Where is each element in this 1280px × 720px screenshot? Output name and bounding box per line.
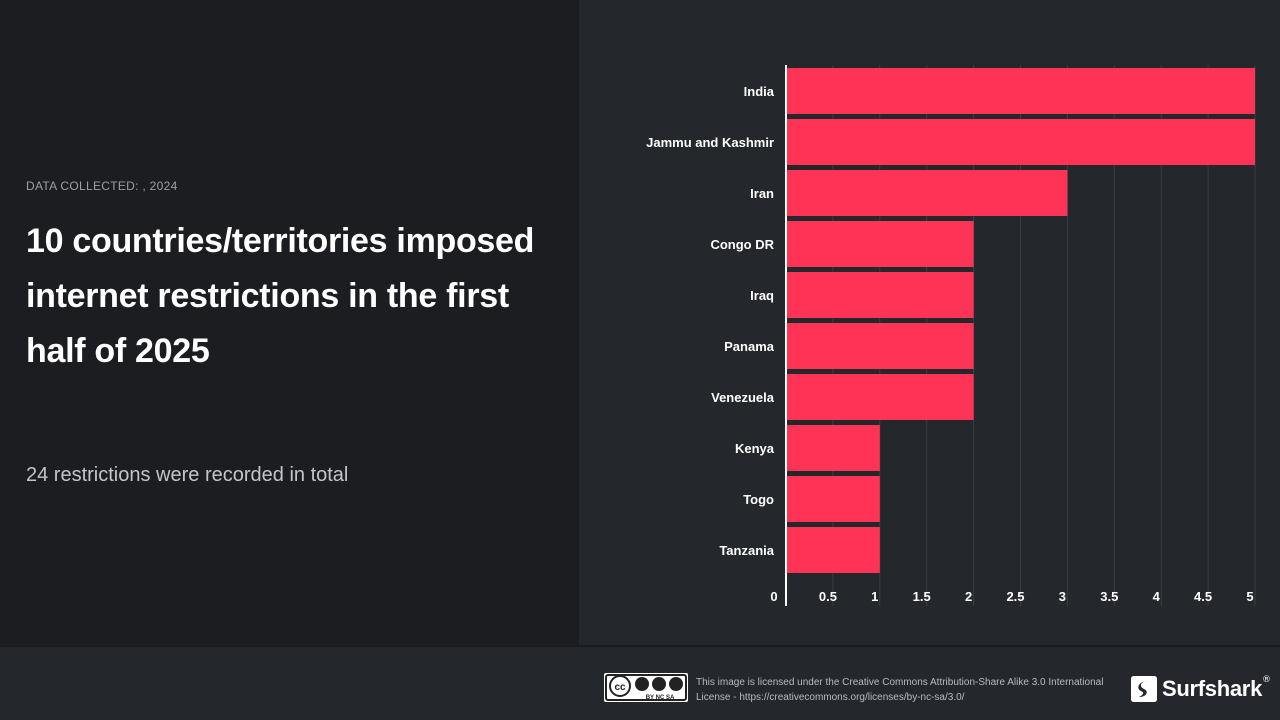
brand-registered-mark: ® (1262, 675, 1272, 685)
bar-india (787, 68, 1255, 114)
bar-congo-dr (787, 221, 974, 267)
x-tick-label: 0.5 (819, 589, 837, 604)
bar-panama (787, 323, 974, 369)
x-tick-label: 5 (1246, 589, 1253, 604)
category-label: Togo (743, 492, 774, 507)
category-label: India (744, 84, 775, 99)
x-tick-label: 2 (965, 589, 972, 604)
category-label: Kenya (735, 441, 775, 456)
x-tick-label: 2.5 (1006, 589, 1024, 604)
chart-bars (787, 68, 1255, 573)
brand-name: Surfshark (1162, 676, 1263, 701)
x-tick-label: 1 (871, 589, 878, 604)
info-panel: DATA COLLECTED: , 2024 10 countries/terr… (0, 0, 579, 645)
category-label: Panama (724, 339, 775, 354)
page-title: 10 countries/territories imposed interne… (26, 222, 535, 370)
chart-x-axis: 0 0.5 1 1.5 2 2.5 3 3.5 4 4.5 5 (770, 589, 1253, 604)
footer-divider (0, 645, 1280, 647)
cc-badge-text: BY NC SA (646, 695, 675, 701)
category-label: Venezuela (711, 390, 775, 405)
svg-text:cc: cc (614, 682, 626, 693)
x-tick-label: 4 (1153, 589, 1161, 604)
bar-tanzania (787, 527, 880, 573)
brand-logo[interactable]: Surfshark ® (1128, 671, 1271, 707)
category-label: Congo DR (710, 237, 774, 252)
x-tick-label: 1.5 (913, 589, 931, 604)
x-tick-label: 0 (770, 589, 777, 604)
category-label: Jammu and Kashmir (646, 135, 774, 150)
bar-kenya (787, 425, 880, 471)
x-tick-label: 3 (1059, 589, 1066, 604)
surfshark-logo-icon (1131, 676, 1157, 702)
bar-iran (787, 170, 1068, 216)
bar-jammu-and-kashmir (787, 119, 1255, 165)
license-text: This image is licensed under the Creativ… (696, 677, 1104, 703)
page-subtitle: 24 restrictions were recorded in total (26, 464, 349, 486)
cc-license-badge[interactable]: cc BY NC SA (604, 673, 688, 702)
data-collected-label: DATA COLLECTED: , 2024 (26, 179, 178, 193)
category-label: Tanzania (719, 543, 774, 558)
bar-venezuela (787, 374, 974, 420)
bar-togo (787, 476, 880, 522)
cc-icon: cc BY NC SA (605, 674, 687, 701)
category-label: Iran (750, 186, 774, 201)
category-label: Iraq (750, 288, 774, 303)
bar-iraq (787, 272, 974, 318)
x-tick-label: 4.5 (1194, 589, 1212, 604)
x-tick-label: 3.5 (1100, 589, 1118, 604)
chart-category-labels: India Jammu and Kashmir Iran Congo DR Iraq Pa… (646, 84, 775, 558)
bar-chart: India Jammu and Kashmir Iran Congo DR Iraq Pa… (646, 65, 1256, 606)
